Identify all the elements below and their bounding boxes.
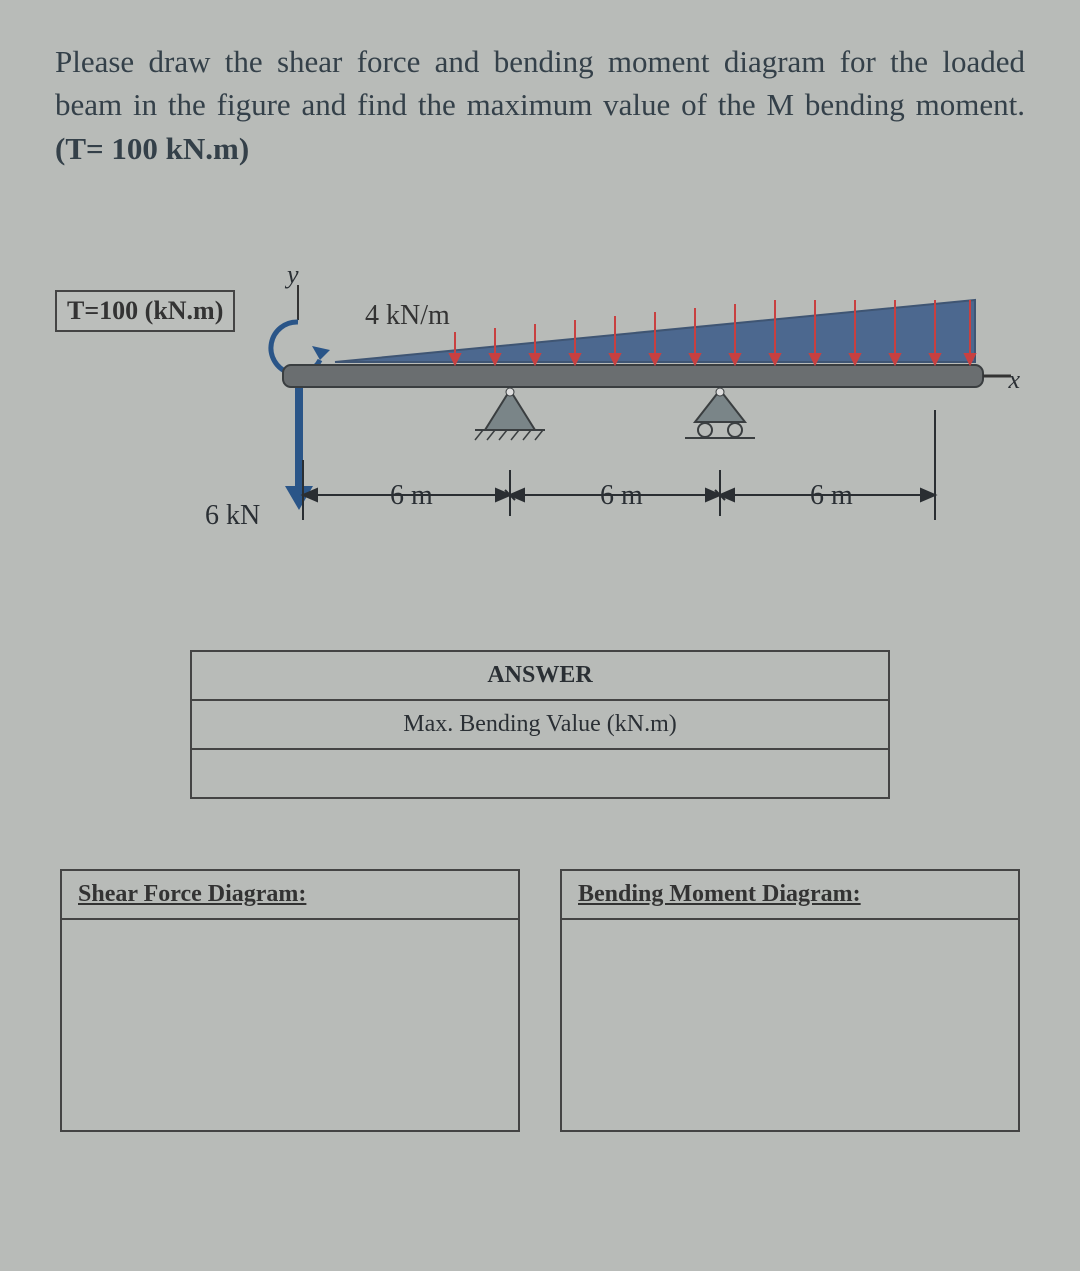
problem-t-value: (T= 100 kN.m) — [55, 131, 249, 166]
answer-table: ANSWER Max. Bending Value (kN.m) — [190, 650, 890, 799]
shear-diagram-title: Shear Force Diagram: — [62, 871, 518, 920]
moment-diagram-title: Bending Moment Diagram: — [562, 871, 1018, 920]
problem-statement: Please draw the shear force and bending … — [55, 40, 1025, 170]
moment-diagram-box: Bending Moment Diagram: — [560, 869, 1020, 1132]
answer-label-text: Max. Bending Value (kN.m) — [403, 711, 677, 737]
beam-diagram-svg — [55, 260, 1025, 580]
answer-value-cell — [191, 749, 889, 798]
diagram-row: Shear Force Diagram: Bending Moment Diag… — [55, 869, 1025, 1132]
pin-support-icon — [475, 388, 545, 440]
beam-figure: T=100 (kN.m) y 4 kN/m x 6 kN 6 m 6 m 6 m — [55, 260, 1025, 620]
answer-header-cell: ANSWER — [191, 651, 889, 700]
problem-main-text: Please draw the shear force and bending … — [55, 44, 1025, 122]
shear-diagram-body — [62, 920, 518, 1130]
moment-diagram-body — [562, 920, 1018, 1130]
shear-diagram-box: Shear Force Diagram: — [60, 869, 520, 1132]
roller-support-icon — [685, 388, 755, 438]
answer-label-cell: Max. Bending Value (kN.m) — [191, 700, 889, 749]
